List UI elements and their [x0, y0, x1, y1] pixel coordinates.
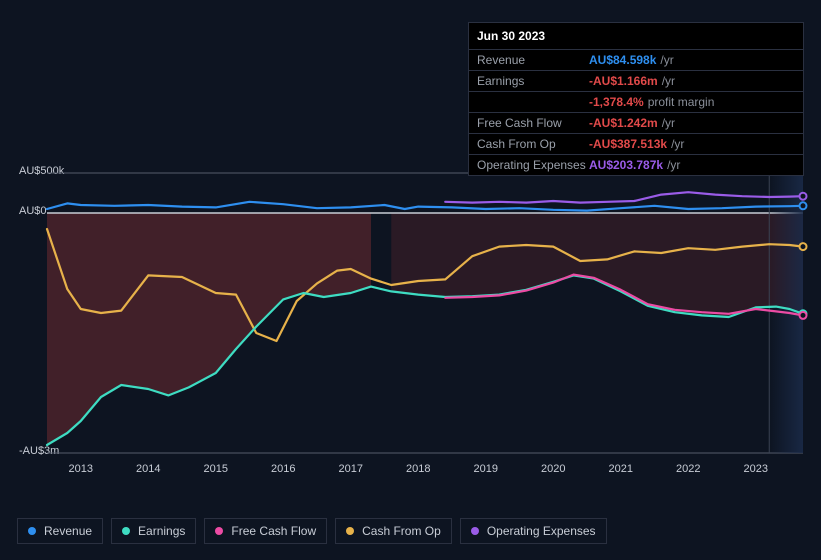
series-opex-end-marker [800, 193, 807, 200]
tooltip-row-value: -AU$1.166m [589, 74, 658, 88]
x-tick-label: 2023 [744, 463, 768, 475]
tooltip-row-suffix: /yr [662, 74, 675, 88]
series-revenue [47, 202, 803, 211]
legend-item-earnings[interactable]: Earnings [111, 518, 196, 544]
legend-label: Cash From Op [362, 524, 441, 538]
tooltip-row: Operating ExpensesAU$203.787k/yr [469, 155, 803, 175]
series-cashop-end-marker [800, 243, 807, 250]
legend-dot-icon [28, 527, 36, 535]
legend-dot-icon [346, 527, 354, 535]
x-tick-label: 2019 [474, 463, 498, 475]
tooltip-row: RevenueAU$84.598k/yr [469, 50, 803, 71]
tooltip-row: Cash From Op-AU$387.513k/yr [469, 134, 803, 155]
x-tick-label: 2021 [609, 463, 633, 475]
tooltip-row-label: Cash From Op [477, 137, 589, 151]
x-tick-label: 2020 [541, 463, 565, 475]
legend-label: Earnings [138, 524, 185, 538]
chart-tooltip: Jun 30 2023 RevenueAU$84.598k/yrEarnings… [468, 22, 804, 176]
chart[interactable]: AU$500kAU$0-AU$3m [17, 155, 807, 475]
tooltip-date: Jun 30 2023 [469, 23, 803, 50]
series-revenue-end-marker [800, 202, 807, 209]
tooltip-row-suffix: /yr [660, 53, 673, 67]
x-tick-label: 2014 [136, 463, 160, 475]
legend-item-cashop[interactable]: Cash From Op [335, 518, 452, 544]
tooltip-row-suffix: profit margin [648, 95, 715, 109]
x-tick-label: 2018 [406, 463, 430, 475]
series-fcf-end-marker [800, 312, 807, 319]
y-tick-label: AU$0 [19, 205, 47, 217]
x-tick-label: 2022 [676, 463, 700, 475]
legend-dot-icon [215, 527, 223, 535]
tooltip-row-value: -1,378.4% [589, 95, 644, 109]
tooltip-row-label: Revenue [477, 53, 589, 67]
tooltip-row-suffix: /yr [662, 116, 675, 130]
tooltip-row-label [477, 95, 589, 109]
tooltip-row-label: Earnings [477, 74, 589, 88]
series-opex [445, 192, 803, 202]
x-tick-label: 2016 [271, 463, 295, 475]
legend-label: Revenue [44, 524, 92, 538]
legend-item-opex[interactable]: Operating Expenses [460, 518, 607, 544]
legend-label: Operating Expenses [487, 524, 596, 538]
legend-dot-icon [122, 527, 130, 535]
x-axis: 2013 2014 2015 2016 2017 2018 2019 2020 2021 2022… [47, 463, 803, 477]
tooltip-row-label: Free Cash Flow [477, 116, 589, 130]
x-tick-label: 2013 [69, 463, 93, 475]
tooltip-row: -1,378.4% profit margin [469, 92, 803, 113]
tooltip-row: Earnings-AU$1.166m/yr [469, 71, 803, 92]
tooltip-row-label: Operating Expenses [477, 158, 589, 172]
legend: Revenue Earnings Free Cash Flow Cash From O… [17, 518, 607, 544]
tooltip-row-suffix: /yr [671, 137, 684, 151]
legend-item-revenue[interactable]: Revenue [17, 518, 103, 544]
legend-dot-icon [471, 527, 479, 535]
tooltip-row: Free Cash Flow-AU$1.242m/yr [469, 113, 803, 134]
x-tick-label: 2017 [339, 463, 363, 475]
tooltip-rows: RevenueAU$84.598k/yrEarnings-AU$1.166m/y… [469, 50, 803, 175]
chart-plot [47, 173, 803, 453]
tooltip-row-value: -AU$387.513k [589, 137, 667, 151]
tooltip-row-suffix: /yr [667, 158, 680, 172]
legend-label: Free Cash Flow [231, 524, 316, 538]
tooltip-row-value: AU$203.787k [589, 158, 663, 172]
tooltip-row-value: AU$84.598k [589, 53, 656, 67]
tooltip-row-value: -AU$1.242m [589, 116, 658, 130]
legend-item-fcf[interactable]: Free Cash Flow [204, 518, 327, 544]
x-tick-label: 2015 [204, 463, 228, 475]
